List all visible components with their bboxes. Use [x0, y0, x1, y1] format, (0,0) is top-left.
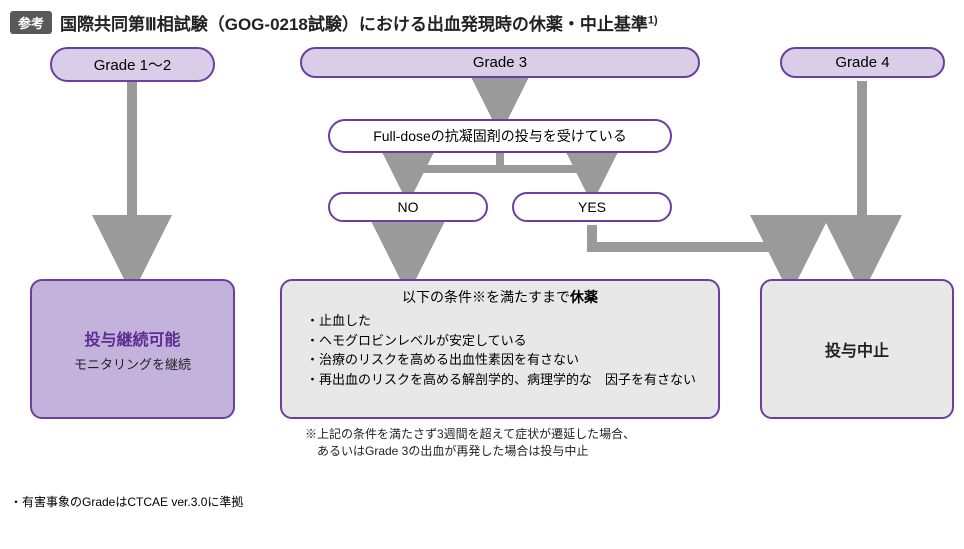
arrows-layer — [10, 47, 954, 487]
outcome-stop-title: 投与中止 — [762, 337, 952, 361]
asterisk-note: ※上記の条件を満たさず3週間を超えて症状が遷延した場合、 あるいはGrade 3… — [305, 425, 635, 459]
outcome-stop: 投与中止 — [760, 279, 954, 419]
grade-3-pill: Grade 3 — [300, 47, 700, 78]
footnote: ・有害事象のGradeはCTCAE ver.3.0に準拠 — [10, 493, 954, 510]
outcome-continue: 投与継続可能 モニタリングを継続 — [30, 279, 235, 419]
header: 参考 国際共同第Ⅲ相試験（GOG-0218試験）における出血発現時の休薬・中止基… — [10, 10, 954, 35]
asterisk-line1: ※上記の条件を満たさず3週間を超えて症状が遷延した場合、 — [305, 425, 635, 442]
outcome-hold-conditions: ・止血した・ヘモグロビンレベルが安定している・治療のリスクを高める出血性素因を有… — [282, 311, 718, 395]
title-citation: 1) — [648, 14, 658, 26]
anticoag-question: Full-doseの抗凝固剤の投与を受けている — [328, 119, 672, 153]
outcome-hold-title: 以下の条件※を満たすまで休薬 — [282, 287, 718, 307]
outcome-hold: 以下の条件※を満たすまで休薬 ・止血した・ヘモグロビンレベルが安定している・治療… — [280, 279, 720, 419]
grade-1-2-pill: Grade 1～2 — [50, 47, 215, 82]
no-node: NO — [328, 192, 488, 222]
reference-tag: 参考 — [10, 11, 52, 34]
yes-node: YES — [512, 192, 672, 222]
grade-4-pill: Grade 4 — [780, 47, 945, 78]
asterisk-line2: あるいはGrade 3の出血が再発した場合は投与中止 — [305, 442, 635, 459]
flowchart-canvas: Grade 1～2 Grade 3 Grade 4 Full-doseの抗凝固剤… — [10, 47, 954, 487]
outcome-continue-sub: モニタリングを継続 — [32, 354, 233, 373]
title-text: 国際共同第Ⅲ相試験（GOG-0218試験）における出血発現時の休薬・中止基準 — [60, 15, 648, 34]
outcome-continue-title: 投与継続可能 — [32, 326, 233, 350]
page-title: 国際共同第Ⅲ相試験（GOG-0218試験）における出血発現時の休薬・中止基準1) — [60, 10, 658, 35]
